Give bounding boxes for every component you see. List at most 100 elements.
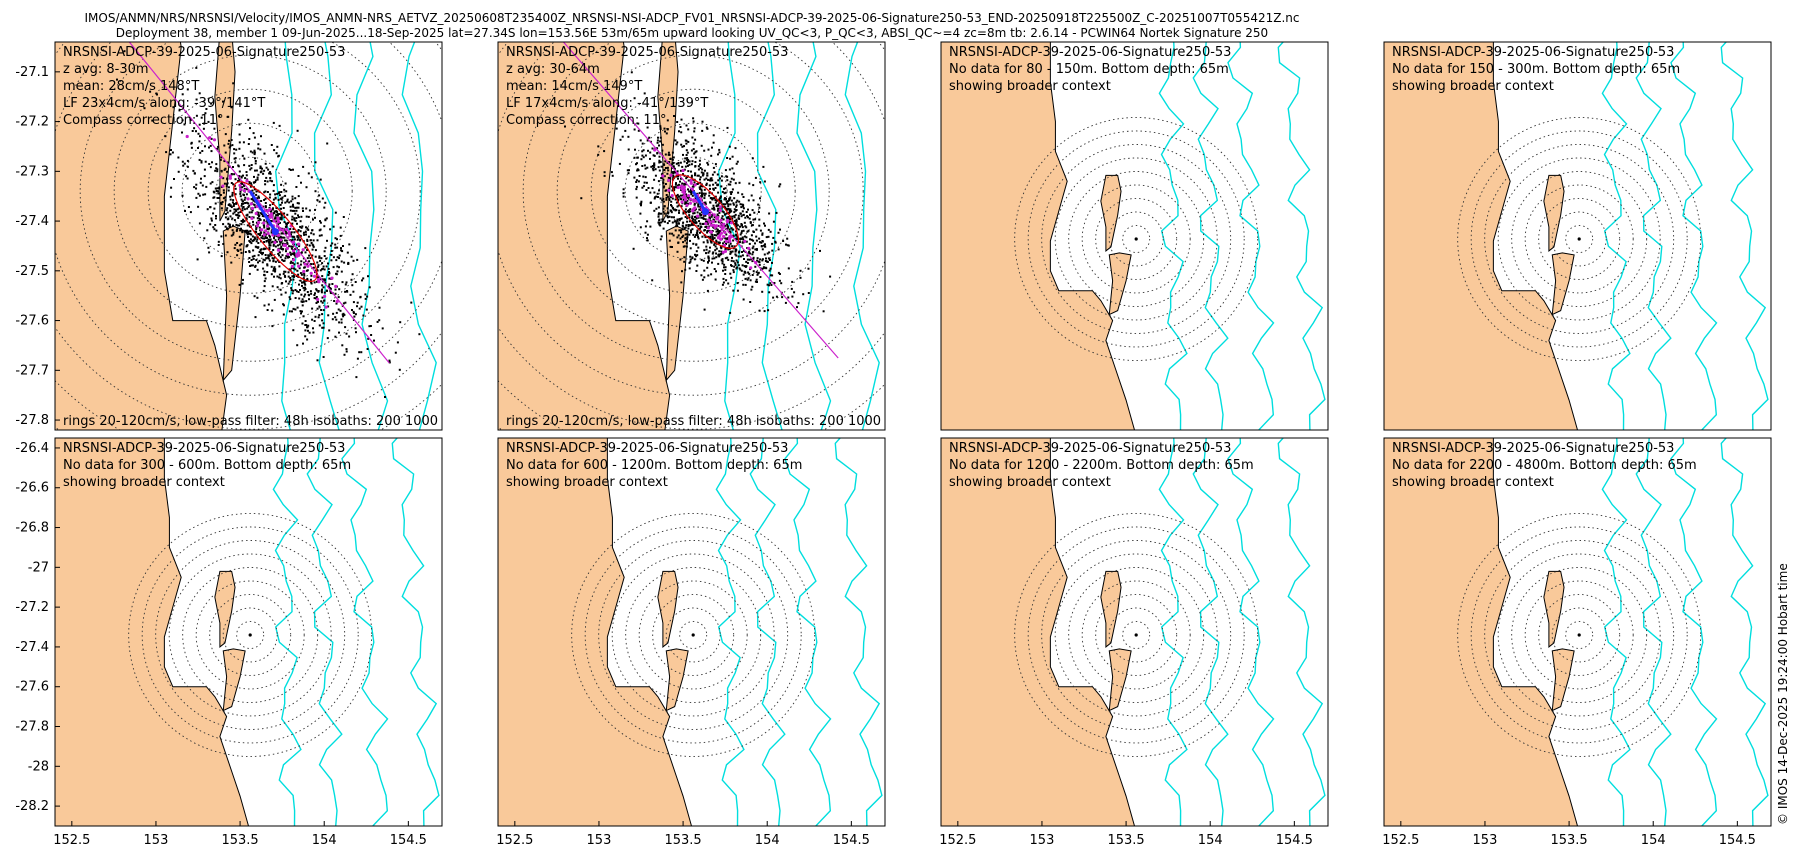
x-tick-label: 152.5	[1382, 833, 1419, 848]
panel-annotation-line: LF 23x4cm/s along: -39°/141°T	[63, 96, 265, 111]
mean-vector-arrow	[248, 190, 277, 233]
speed-ring	[1551, 607, 1607, 663]
plot-area	[55, 438, 440, 826]
axes-frame	[54, 41, 443, 431]
isobath-line	[1601, 42, 1631, 430]
panel-top-2: NRSNSI-ADCP-39-2025-06-Signature250-53 z …	[497, 41, 956, 431]
isobath-line	[756, 42, 783, 430]
y-tick-label: -27.2	[15, 115, 49, 130]
speed-ring	[1122, 225, 1151, 253]
figure-title-line-1: IMOS/ANMN/NRS/NRSNSI/Velocity/IMOS_ANMN-…	[85, 11, 1300, 25]
mainland-shape	[498, 438, 693, 826]
panel-top-1: -27.1 -27.2 -27.3 -27.4 -27.5 -27.6 -27.7 -27.8…	[15, 41, 443, 431]
speed-ring	[128, 513, 373, 757]
stradbroke-island-shape	[665, 648, 689, 712]
speed-ring	[1497, 157, 1661, 321]
isobath-line	[1601, 438, 1631, 826]
speed-ring	[1457, 117, 1702, 361]
y-tick-label: -27.6	[15, 314, 49, 329]
plot-area	[498, 42, 885, 430]
speed-ring	[590, 88, 796, 294]
stradbroke-island-shape	[222, 225, 246, 382]
moreton-island-shape	[1100, 174, 1122, 252]
panel-annotation-line: NRSNSI-ADCP-39-2025-06-Signature250-53	[1392, 45, 1674, 60]
panel-top-3: NRSNSI-ADCP-39-2025-06-Signature250-53 No…	[940, 41, 1329, 431]
speed-ring	[1108, 211, 1164, 267]
isobath-line	[272, 438, 302, 826]
velocity-scatter	[116, 50, 421, 398]
stradbroke-island-shape	[1551, 648, 1575, 712]
axes-frame	[940, 437, 1329, 827]
speed-ring	[625, 567, 762, 703]
y-tick-label: -27.5	[15, 264, 49, 279]
speed-ring	[1511, 567, 1648, 703]
speed-ring	[571, 513, 816, 757]
plot-area	[941, 438, 1326, 826]
speed-ring	[1054, 157, 1218, 321]
isobath-line	[715, 438, 745, 826]
speed-ring	[1068, 171, 1205, 307]
x-tick-label: 153	[1473, 833, 1498, 848]
speed-ring	[522, 42, 864, 362]
speed-ring	[1524, 580, 1634, 690]
figure-title-line-2: Deployment 38, member 1 09-Jun-2025...18…	[116, 26, 1268, 40]
speed-ring	[215, 156, 285, 226]
mainland-shape	[1384, 438, 1579, 826]
speed-ring	[1538, 594, 1621, 676]
panel-annotation-line: No data for 80 - 150m. Bottom depth: 65m	[949, 62, 1229, 77]
y-tick-label: -27.2	[15, 600, 49, 615]
panel-annotation-line: No data for 300 - 600m. Bottom depth: 65…	[63, 458, 351, 473]
speed-ring	[1095, 594, 1178, 676]
panel-annotation-line: No data for 2200 - 4800m. Bottom depth: …	[1392, 458, 1697, 473]
mean-vector-head	[701, 208, 709, 216]
speed-ring	[79, 42, 421, 362]
axes-frame	[54, 437, 443, 827]
x-tick-label: 153.5	[1550, 833, 1587, 848]
panel-annotation-line: showing broader context	[1392, 79, 1554, 94]
speed-ring	[168, 553, 332, 717]
panel-bottom-3: 152.5 153 153.5 154 154.5 NRSNSI-ADCP-39-2025…	[939, 437, 1329, 848]
x-tick-label: 154	[1641, 833, 1666, 848]
isobath-line	[353, 42, 389, 430]
speed-ring	[598, 540, 789, 730]
speed-ring	[155, 540, 346, 730]
panel-bottom-2: 152.5 153 153.5 154 154.5 NRSNSI-ADCP-39-2025…	[496, 437, 886, 848]
speed-ring	[1565, 621, 1594, 649]
panel-annotation-line: showing broader context	[63, 475, 225, 490]
lowpass-points	[185, 134, 339, 309]
panel-annotation-line: mean: 28cm/s 148°T	[63, 79, 199, 94]
speed-ring	[55, 42, 442, 430]
y-tick-label: -27.7	[15, 363, 49, 378]
speed-ring	[638, 580, 748, 690]
y-tick-label: -27.8	[15, 720, 49, 735]
axes-frame	[497, 41, 886, 431]
isobath-line	[1192, 438, 1229, 826]
plot-area	[55, 42, 442, 430]
stradbroke-island-shape	[222, 648, 246, 712]
panel-annotation-line: NRSNSI-ADCP-39-2025-06-Signature250-53	[1392, 441, 1674, 456]
x-tick-label: 154.5	[1276, 833, 1313, 848]
x-tick-label: 153	[587, 833, 612, 848]
speed-ring	[1081, 184, 1191, 294]
speed-ring	[498, 42, 885, 430]
speed-ring	[1108, 607, 1164, 663]
panel-footer: rings 20-120cm/s, low-pass filter: 48h i…	[506, 414, 956, 429]
speed-ring	[113, 54, 387, 328]
speed-ring	[141, 526, 359, 744]
stradbroke-island-shape	[665, 225, 689, 382]
mainland-shape	[55, 42, 228, 430]
x-tick-label: 154.5	[390, 833, 427, 848]
speed-ring	[181, 122, 319, 260]
mainland-shape	[498, 42, 671, 430]
x-tick-label: 152.5	[496, 833, 533, 848]
panel-annotation-line: showing broader context	[1392, 475, 1554, 490]
speed-ring	[1551, 211, 1607, 267]
panel-top-4: NRSNSI-ADCP-39-2025-06-Signature250-53 No…	[1383, 41, 1772, 431]
speed-ring	[658, 156, 728, 226]
speed-ring	[1027, 130, 1245, 348]
speed-ring	[584, 526, 802, 744]
isobath-line	[341, 438, 389, 826]
isobath-line	[313, 42, 340, 430]
speed-ring	[1014, 117, 1259, 361]
